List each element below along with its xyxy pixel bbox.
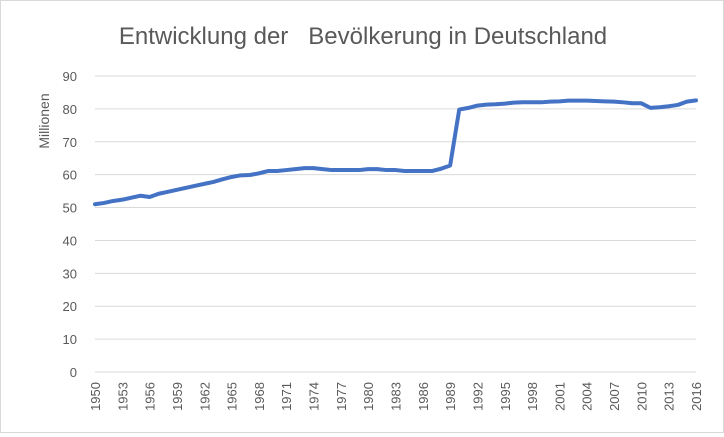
x-tick-labels: 1950 1953 1956 1959 1962 1965 1968 1971 1974 1977… — [88, 382, 704, 411]
x-tick-label: 1989 — [443, 382, 458, 411]
y-tick-label: 0 — [70, 365, 77, 380]
x-tick-label: 2004 — [580, 382, 595, 411]
series-group — [93, 98, 698, 207]
x-tick-label: 1995 — [498, 382, 513, 411]
x-tick-label: 2007 — [607, 382, 622, 411]
y-tick-label: 80 — [63, 102, 77, 117]
x-tick-label: 1986 — [416, 382, 431, 411]
x-tick-label: 1950 — [88, 382, 103, 411]
x-tick-label: 1956 — [143, 382, 158, 411]
x-tick-label: 1998 — [525, 382, 540, 411]
y-tick-label: 90 — [63, 69, 77, 84]
y-tick-label: 50 — [63, 201, 77, 216]
x-tick-label: 1983 — [389, 382, 404, 411]
x-tick-label: 1977 — [334, 382, 349, 411]
x-tick-label: 1971 — [279, 382, 294, 411]
x-tick-label: 1980 — [361, 382, 376, 411]
y-tick-label: 70 — [63, 135, 77, 150]
x-tick-label: 1959 — [170, 382, 185, 411]
y-tick-label: 40 — [63, 233, 77, 248]
y-tick-label: 10 — [63, 332, 77, 347]
y-tick-label: 20 — [63, 299, 77, 314]
y-tick-label: 60 — [63, 168, 77, 183]
x-tick-label: 1965 — [225, 382, 240, 411]
gridlines — [95, 75, 696, 373]
y-tick-labels: 0 10 20 30 40 50 60 70 80 90 — [63, 69, 77, 380]
y-axis-label: Millionen — [36, 93, 52, 148]
y-tick-label: 30 — [63, 266, 77, 281]
series-line — [93, 98, 698, 207]
chart-title: Entwicklung der Bevölkerung in Deutschla… — [119, 23, 607, 50]
x-tick-label: 1974 — [307, 382, 322, 411]
x-tick-label: 1962 — [197, 382, 212, 411]
x-tick-label: 2016 — [689, 382, 704, 411]
x-tick-label: 2013 — [662, 382, 677, 411]
x-tick-label: 2001 — [552, 382, 567, 411]
x-tick-label: 1953 — [115, 382, 130, 411]
x-tick-label: 1968 — [252, 382, 267, 411]
x-tick-label: 1992 — [470, 382, 485, 411]
x-tick-label: 2010 — [634, 382, 649, 411]
